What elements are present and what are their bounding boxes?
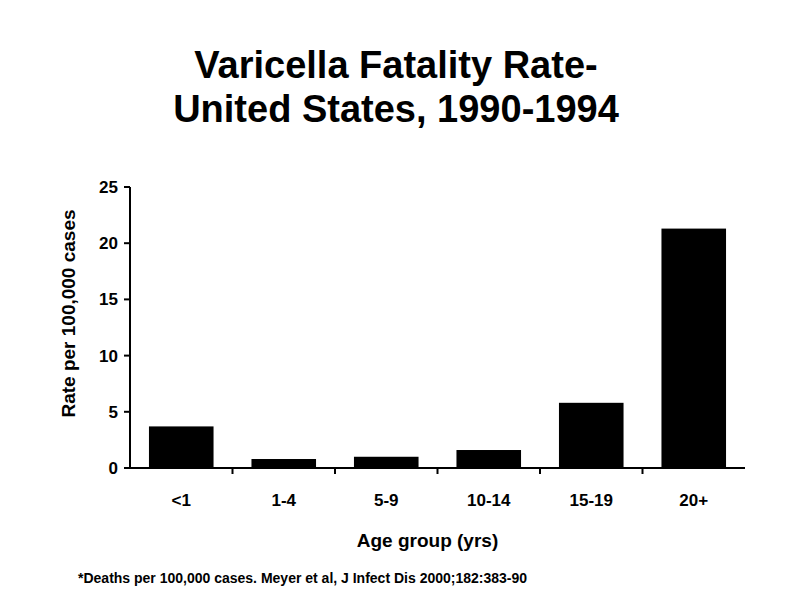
title: Varicella Fatality Rate-United States, 1…: [173, 44, 619, 130]
y-axis-title: Rate per 100,000 cases: [58, 209, 79, 417]
y-tick-label: 15: [99, 290, 118, 309]
background: [0, 0, 792, 612]
x-tick: [539, 468, 541, 474]
x-axis-title: Age group (yrs): [357, 530, 498, 551]
chart-root: Varicella Fatality Rate-United States, 1…: [0, 0, 792, 612]
y-tick: [124, 298, 130, 300]
bar: [456, 450, 521, 468]
y-tick: [124, 186, 130, 188]
x-tick-label: 15-19: [570, 491, 613, 510]
x-tick-label: 5-9: [374, 491, 399, 510]
y-axis: [129, 187, 131, 468]
x-tick: [232, 468, 234, 474]
x-tick-label: 20+: [679, 491, 708, 510]
y-tick-label: 5: [109, 403, 118, 422]
y-tick-label: 10: [99, 347, 118, 366]
bars: [149, 229, 726, 468]
bar: [661, 229, 726, 468]
bar: [149, 426, 214, 468]
x-tick: [642, 468, 644, 474]
footnote: *Deaths per 100,000 cases. Meyer et al, …: [78, 570, 527, 586]
x-tick: [437, 468, 439, 474]
y-tick-label: 20: [99, 234, 118, 253]
y-tick-label: 25: [99, 178, 118, 197]
y-tick: [124, 242, 130, 244]
y-tick: [124, 467, 130, 469]
y-tick-label: 0: [109, 459, 118, 478]
bar: [559, 403, 624, 468]
y-tick: [124, 411, 130, 413]
bar: [354, 457, 419, 468]
x-tick-label: 1-4: [271, 491, 296, 510]
y-tick: [124, 355, 130, 357]
bar: [251, 459, 316, 468]
x-tick-label: <1: [172, 491, 191, 510]
x-tick-label: 10-14: [467, 491, 511, 510]
x-tick: [334, 468, 336, 474]
